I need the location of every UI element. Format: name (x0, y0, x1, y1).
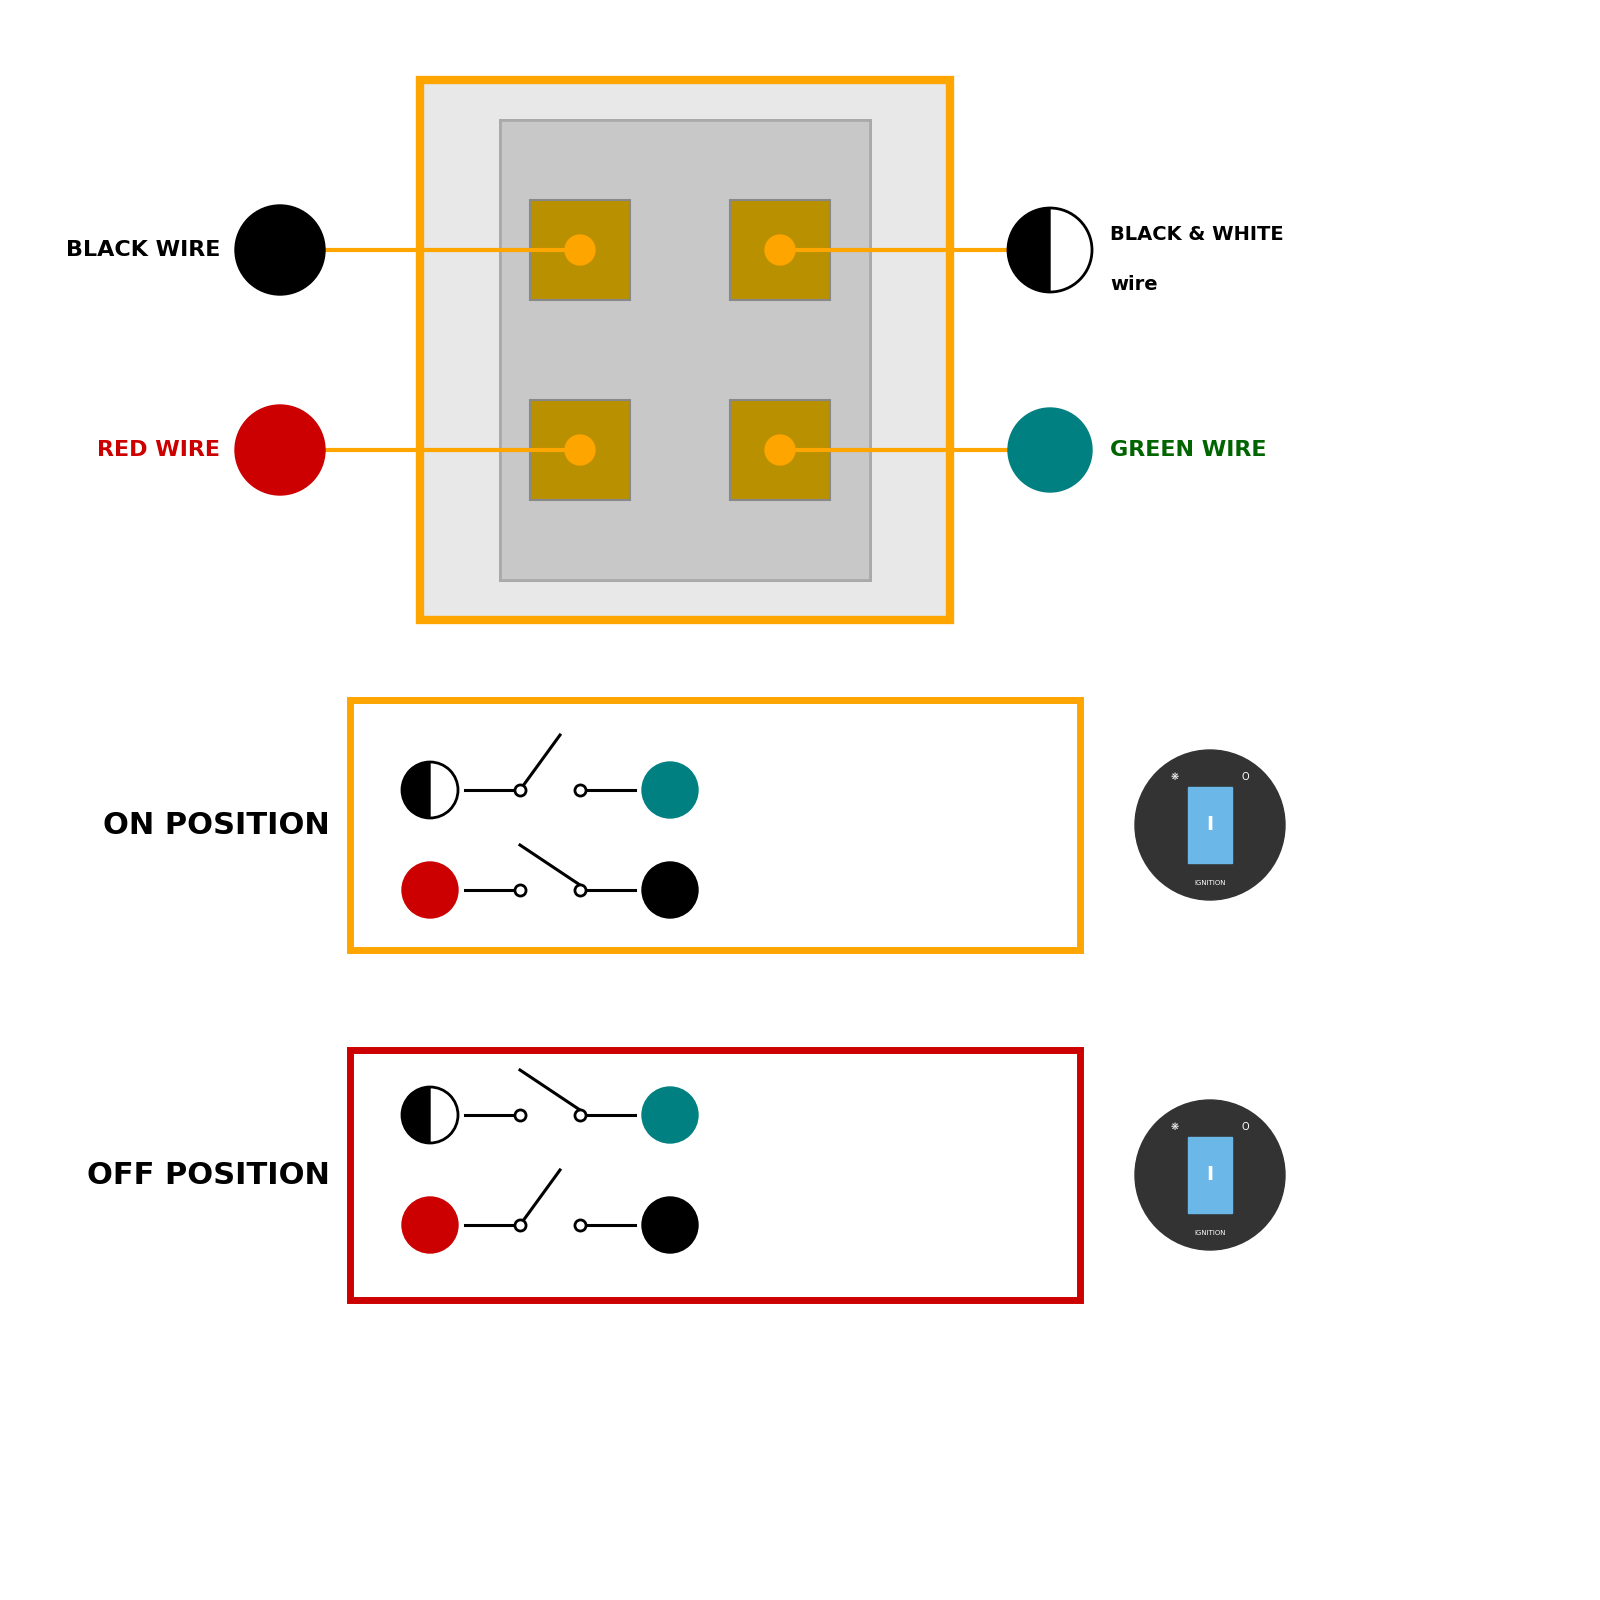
Circle shape (642, 1086, 698, 1142)
Circle shape (1008, 208, 1091, 291)
Circle shape (402, 1197, 458, 1253)
Bar (530, 200, 630, 301)
Circle shape (762, 232, 798, 267)
Circle shape (1008, 408, 1091, 493)
Bar (525, 195, 635, 306)
Text: BLACK WIRE: BLACK WIRE (66, 240, 219, 259)
Bar (525, 395, 635, 506)
Text: wire: wire (1110, 275, 1158, 294)
Bar (725, 395, 835, 506)
Circle shape (565, 235, 595, 266)
Text: IGNITION: IGNITION (1194, 880, 1226, 886)
Circle shape (642, 762, 698, 818)
Bar (1187, 787, 1232, 862)
Bar (725, 195, 835, 306)
Text: O: O (1242, 773, 1250, 782)
Circle shape (1134, 1101, 1285, 1250)
Text: O: O (1242, 1122, 1250, 1133)
Polygon shape (402, 1086, 430, 1142)
Text: GREEN WIRE: GREEN WIRE (1110, 440, 1267, 461)
Bar (530, 400, 630, 499)
Text: I: I (1206, 1165, 1213, 1184)
Circle shape (765, 435, 795, 466)
Circle shape (402, 1086, 458, 1142)
Text: OFF POSITION: OFF POSITION (86, 1160, 330, 1189)
Polygon shape (1008, 208, 1050, 291)
Bar (499, 120, 870, 581)
Bar (1187, 1138, 1232, 1213)
Circle shape (235, 405, 325, 494)
Bar (730, 400, 830, 499)
Circle shape (562, 432, 598, 467)
Circle shape (762, 432, 798, 467)
Bar (419, 80, 950, 619)
Text: I: I (1206, 816, 1213, 835)
Bar (430, 90, 939, 610)
Text: RED WIRE: RED WIRE (98, 440, 219, 461)
Circle shape (402, 762, 458, 818)
Circle shape (642, 862, 698, 918)
Text: ❋: ❋ (1171, 773, 1179, 782)
Bar (499, 120, 870, 581)
Circle shape (642, 1197, 698, 1253)
Circle shape (765, 235, 795, 266)
Circle shape (402, 862, 458, 918)
Circle shape (565, 435, 595, 466)
Polygon shape (402, 762, 430, 818)
Text: ON POSITION: ON POSITION (104, 811, 330, 840)
Bar (350, 701, 1080, 950)
Text: BLACK & WHITE: BLACK & WHITE (1110, 226, 1283, 245)
Text: IGNITION: IGNITION (1194, 1230, 1226, 1235)
Circle shape (562, 232, 598, 267)
Text: ❋: ❋ (1171, 1122, 1179, 1133)
Circle shape (1134, 750, 1285, 899)
Bar (419, 80, 950, 619)
Bar (350, 1050, 1080, 1299)
Circle shape (235, 205, 325, 294)
Bar (730, 200, 830, 301)
